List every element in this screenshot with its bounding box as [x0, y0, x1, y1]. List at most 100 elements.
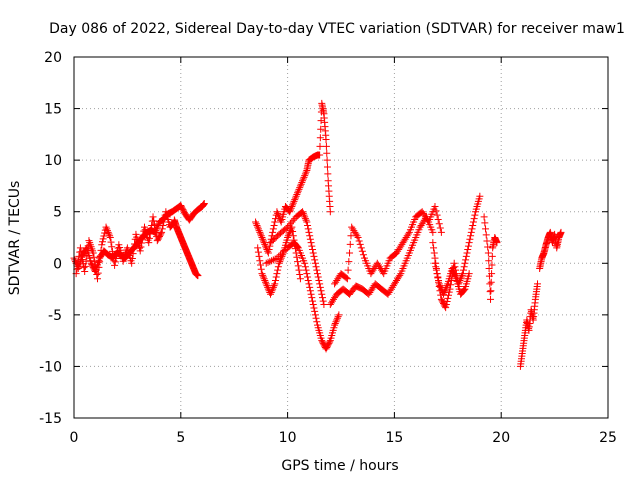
plus-marker: [159, 221, 167, 229]
plus-marker: [471, 211, 479, 219]
plus-marker: [148, 221, 156, 229]
plus-marker: [111, 261, 119, 269]
plus-marker: [296, 182, 304, 190]
plus-marker: [304, 273, 312, 281]
plus-marker: [264, 247, 272, 255]
plus-marker: [433, 270, 441, 278]
plus-marker: [357, 244, 365, 252]
plus-marker: [433, 211, 441, 219]
plus-marker: [294, 243, 302, 251]
plus-marker: [157, 230, 165, 238]
plus-marker: [488, 270, 496, 278]
plus-marker: [467, 232, 475, 240]
plus-marker: [464, 246, 472, 254]
plus-marker: [316, 280, 324, 288]
plus-marker: [482, 231, 490, 239]
plus-marker: [305, 228, 313, 236]
plus-marker: [291, 196, 299, 204]
plus-marker: [306, 287, 314, 295]
series-8: [331, 203, 445, 288]
plus-marker: [266, 258, 274, 266]
plus-marker: [442, 285, 450, 293]
plus-marker: [136, 247, 144, 255]
plus-marker: [459, 266, 467, 274]
plus-marker: [149, 213, 157, 221]
plus-marker: [309, 297, 317, 305]
series-6: [267, 208, 328, 309]
series-5: [262, 239, 343, 353]
plus-marker: [267, 290, 275, 298]
plus-marker: [443, 282, 451, 290]
plus-marker: [254, 223, 262, 231]
plus-marker: [113, 251, 121, 259]
plus-marker: [103, 227, 111, 235]
plus-marker: [158, 225, 166, 233]
plus-marker: [274, 209, 282, 217]
plus-marker: [96, 252, 104, 260]
plus-marker: [90, 253, 98, 261]
plus-marker: [261, 276, 269, 284]
plus-marker: [306, 235, 314, 243]
plus-marker: [476, 192, 484, 200]
plus-marker: [334, 313, 342, 321]
plus-marker: [128, 259, 136, 267]
plus-marker: [293, 242, 301, 250]
plus-marker: [304, 225, 312, 233]
plus-marker: [302, 216, 310, 224]
plus-marker: [288, 218, 296, 226]
plus-marker: [307, 239, 315, 247]
y-tick-label: -5: [48, 308, 62, 324]
x-tick-label: 20: [492, 430, 510, 446]
plus-marker: [131, 240, 139, 248]
plus-marker: [451, 271, 459, 279]
plus-marker: [331, 321, 339, 329]
plus-marker: [443, 297, 451, 305]
plus-marker: [106, 232, 114, 240]
plus-marker: [294, 189, 302, 197]
x-tick-label: 15: [385, 430, 403, 446]
chart-title: Day 086 of 2022, Sidereal Day-to-day VTE…: [49, 21, 625, 37]
plus-marker: [333, 316, 341, 324]
plus-marker: [106, 234, 114, 241]
plus-marker: [319, 297, 327, 305]
plus-marker: [323, 156, 331, 164]
plus-marker: [347, 232, 355, 240]
plus-marker: [480, 213, 488, 221]
grid: [74, 57, 608, 418]
plus-marker: [288, 203, 296, 211]
plus-marker: [130, 245, 138, 253]
plus-marker: [254, 225, 262, 233]
plus-marker: [310, 252, 318, 260]
plus-marker: [286, 220, 294, 228]
plus-marker: [91, 262, 99, 270]
plus-marker: [293, 191, 301, 199]
plus-marker: [287, 204, 295, 212]
plus-marker: [265, 246, 273, 254]
plus-marker: [442, 301, 450, 309]
series-12: [516, 280, 542, 370]
plus-marker: [289, 232, 297, 240]
plus-marker: [269, 256, 277, 264]
plus-marker: [137, 243, 145, 251]
series-13: [536, 228, 565, 272]
plus-marker: [81, 262, 89, 270]
plus-marker: [346, 249, 354, 257]
plus-marker: [257, 265, 265, 273]
plus-marker: [469, 221, 477, 229]
plus-marker: [435, 276, 443, 284]
plus-marker: [333, 314, 341, 322]
plus-marker: [260, 239, 268, 247]
plus-marker: [83, 252, 91, 260]
plus-marker: [296, 275, 304, 283]
plus-marker: [252, 220, 260, 228]
plus-marker: [309, 246, 317, 254]
plus-marker: [440, 289, 448, 297]
y-tick-label: 15: [44, 102, 62, 118]
plus-marker: [257, 232, 265, 240]
plus-marker: [343, 275, 351, 283]
plus-marker: [102, 223, 110, 231]
plus-marker: [259, 235, 267, 243]
plus-marker: [269, 228, 277, 236]
plus-marker: [259, 273, 267, 281]
plus-marker: [487, 295, 495, 303]
